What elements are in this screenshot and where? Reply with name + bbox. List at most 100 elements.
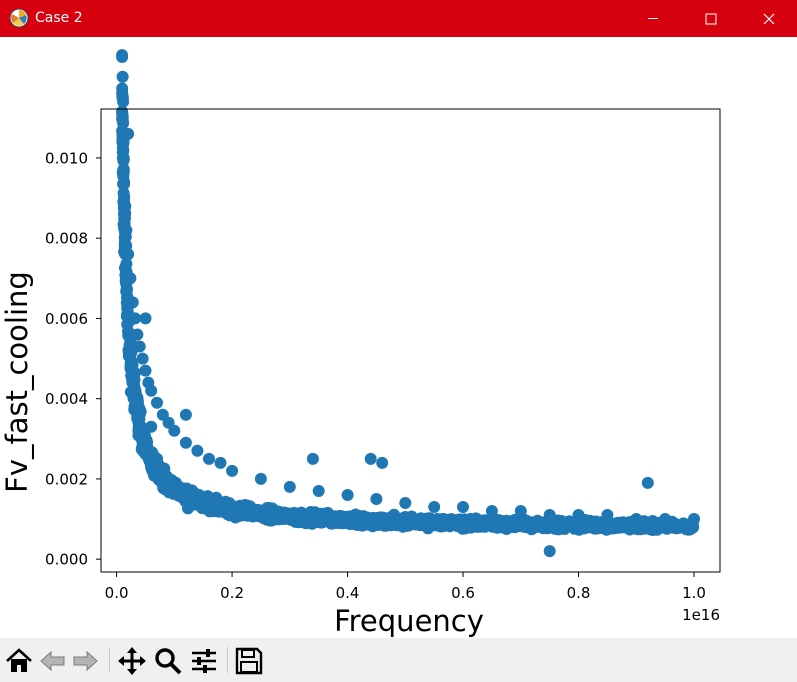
toolbar-separator [227, 647, 228, 673]
scatter-point [232, 503, 245, 516]
scatter-point [283, 480, 296, 493]
scatter-points [116, 49, 700, 558]
home-button[interactable] [4, 646, 34, 676]
scatter-point [355, 515, 368, 528]
scatter-point [432, 516, 444, 529]
x-tick-label: 0.8 [567, 584, 591, 602]
scatter-point [122, 127, 135, 140]
scatter-point [116, 89, 129, 102]
scatter-point [179, 436, 192, 449]
scatter-point [261, 504, 274, 517]
scatter-point [145, 420, 158, 433]
scatter-point [116, 49, 129, 62]
scatter-point [122, 328, 135, 341]
scatter-point [315, 510, 327, 523]
scatter-point [415, 518, 428, 531]
close-button[interactable] [740, 0, 797, 37]
scatter-point [274, 510, 287, 523]
scatter-point [120, 224, 133, 237]
back-arrow-icon [40, 650, 65, 672]
scatter-point [131, 410, 144, 423]
x-tick-label: 0.2 [220, 584, 244, 602]
figure-canvas[interactable]: 0.0 0.2 0.4 0.6 0.8 1.0 0.000 0.002 0.004 0.006 0… [0, 37, 797, 638]
navigation-toolbar [0, 638, 797, 682]
scatter-point [130, 395, 142, 407]
scatter-point [376, 456, 389, 469]
scatter-point [145, 384, 158, 397]
scatter-point [226, 464, 239, 477]
scatter-point [312, 485, 325, 497]
scatter-point [147, 467, 160, 480]
minimize-button[interactable] [624, 0, 682, 37]
scatter-point [117, 151, 130, 164]
axes-frame [100, 108, 721, 573]
scatter-point [116, 112, 129, 125]
scatter-point [118, 176, 131, 188]
scatter-point [543, 509, 556, 521]
scatter-point [139, 364, 152, 377]
scatter-point [163, 480, 176, 493]
scatter-point [127, 372, 140, 385]
scatter-point [457, 501, 469, 513]
scatter-point [556, 519, 569, 532]
scatter-point [630, 513, 643, 525]
zoom-button[interactable] [153, 646, 183, 676]
scatter-point [485, 505, 498, 517]
matplotlib-logo-icon [9, 8, 29, 28]
scatter-point [641, 476, 654, 489]
scatter-point [179, 408, 192, 421]
scatter-point [339, 517, 352, 529]
scatter-point [129, 385, 142, 398]
scatter-point [601, 509, 614, 521]
scatter-point [116, 70, 129, 83]
scatter-point [543, 545, 556, 558]
scatter-point [593, 520, 606, 533]
forward-arrow-icon [73, 650, 98, 672]
y-tick-label: 0.010 [45, 149, 88, 167]
scatter-point [572, 509, 585, 521]
pan-button[interactable] [117, 646, 147, 676]
scatter-point [131, 328, 144, 341]
save-button[interactable] [234, 646, 264, 676]
scatter-point [203, 452, 215, 465]
x-axis-ticks: 0.0 0.2 0.4 0.6 0.8 1.0 [105, 572, 706, 602]
scatter-point [389, 515, 402, 527]
y-tick-label: 0.000 [45, 551, 88, 569]
scatter-point [186, 488, 199, 501]
x-tick-label: 0.0 [105, 584, 129, 602]
scatter-point [688, 513, 700, 525]
move-icon [118, 647, 146, 675]
scatter-point [510, 517, 523, 530]
scatter-point [139, 312, 152, 325]
x-axis-label: Frequency [334, 604, 484, 638]
scatter-point [399, 497, 412, 509]
scatter-point [370, 493, 383, 505]
y-axis-label: Fv_fast_cooling [0, 271, 34, 493]
scatter-point [404, 513, 417, 526]
x-tick-label: 1.0 [682, 584, 706, 602]
scatter-point [208, 496, 221, 508]
back-button[interactable] [38, 646, 68, 676]
forward-button[interactable] [70, 646, 100, 676]
scatter-point [139, 435, 152, 448]
maximize-button[interactable] [682, 0, 740, 37]
scatter-point [214, 456, 227, 469]
y-tick-label: 0.006 [45, 310, 88, 328]
scatter-point [465, 520, 478, 533]
scatter-point [659, 513, 672, 525]
scatter-point [136, 352, 149, 365]
scatter-point [293, 510, 306, 523]
scatter-point [521, 517, 534, 530]
toolbar-separator [109, 647, 110, 673]
scatter-point [191, 444, 204, 457]
scatter-point [645, 520, 658, 532]
scatter-point [428, 501, 441, 513]
configure-subplots-button[interactable] [189, 646, 219, 676]
x-axis-offset-label: 1e16 [682, 606, 720, 624]
scatter-point [456, 522, 469, 535]
scatter-point [129, 312, 142, 325]
scatter-point [133, 340, 146, 353]
scatter-point [364, 452, 377, 465]
scatter-point [341, 489, 354, 501]
scatter-point [120, 285, 133, 298]
